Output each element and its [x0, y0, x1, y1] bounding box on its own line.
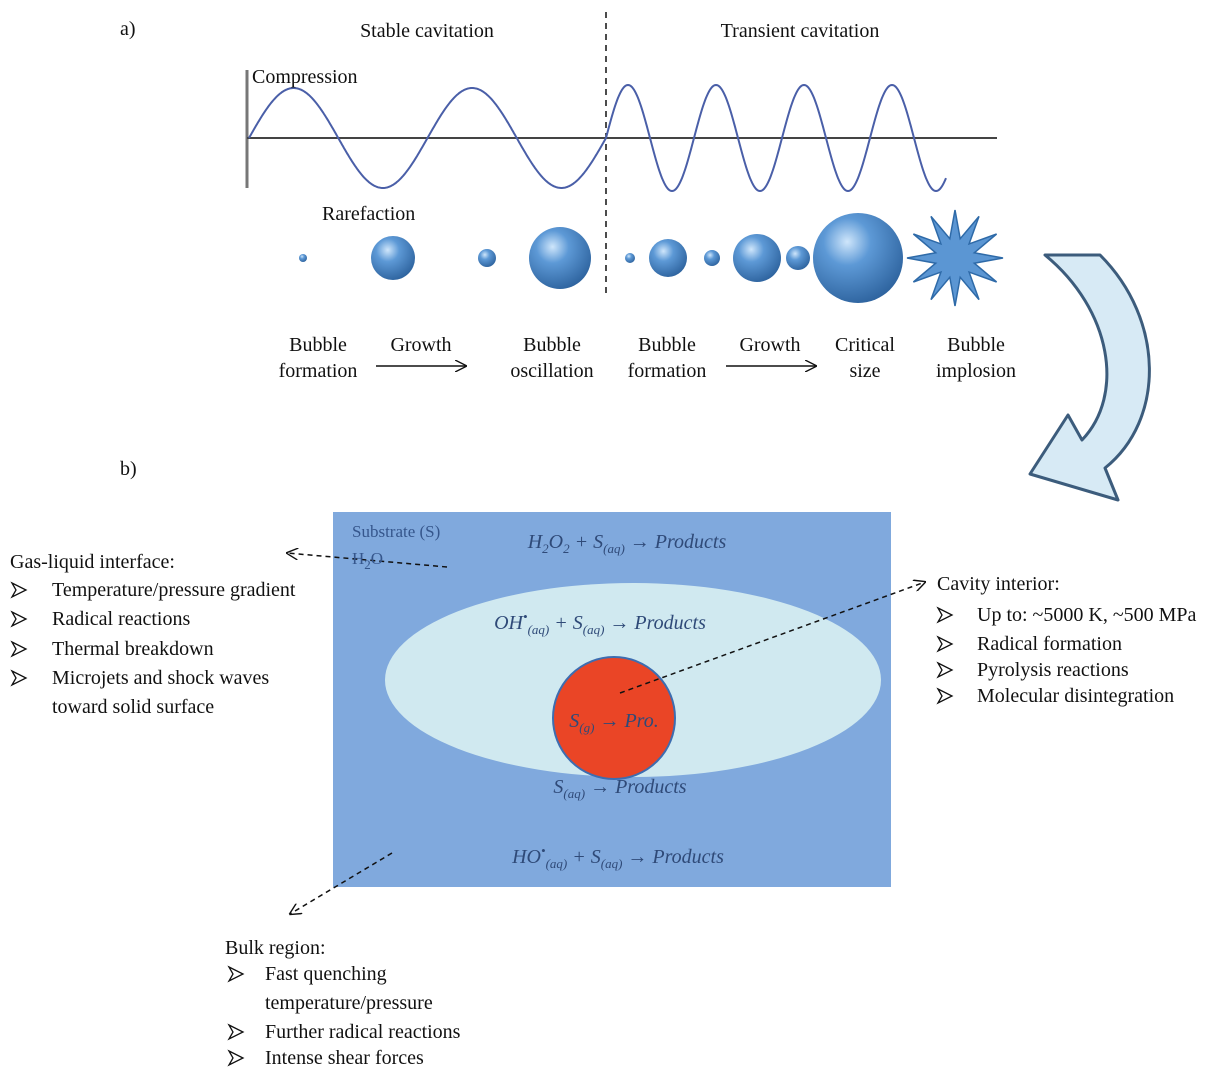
bubble [786, 246, 810, 270]
bubble [649, 239, 687, 277]
formula-part: → Products [585, 776, 687, 798]
formula-part: H [527, 531, 544, 553]
formula-part: O [549, 531, 563, 553]
formula-part: S [553, 776, 563, 798]
list-item: Molecular disintegration [977, 685, 1174, 707]
list-item: Thermal breakdown [52, 638, 214, 660]
bullet [936, 687, 954, 705]
stage-label: Critical [835, 334, 895, 356]
list-item: Temperature/pressure gradient [52, 579, 296, 601]
formula: OH•(aq) + S(aq) → Products [494, 609, 706, 637]
bullet [10, 640, 28, 658]
list-item: Up to: ~5000 K, ~500 MPa [977, 604, 1197, 626]
stage-label: Bubble [289, 334, 347, 356]
stage-label: formation [628, 360, 707, 382]
stage-label: Growth [390, 334, 451, 356]
bullet [936, 606, 954, 624]
formula-part: → Pro. [594, 710, 658, 732]
stage-label: implosion [936, 360, 1016, 382]
bullet [227, 1049, 245, 1067]
stage-label: oscillation [510, 360, 593, 382]
formula-part: 2 [563, 541, 570, 556]
formula: HO•(aq) + S(aq) → Products [511, 843, 724, 871]
formula-part: → Products [625, 531, 727, 553]
list-item: Radical formation [977, 633, 1122, 655]
bullet [10, 581, 28, 599]
list-item: temperature/pressure [265, 992, 433, 1014]
bubble [733, 234, 781, 282]
stage-label: Bubble [638, 334, 696, 356]
bullet [227, 965, 245, 983]
formula-part: (aq) [583, 622, 605, 637]
formula-part: • [541, 843, 546, 858]
bubble [299, 254, 307, 262]
formula-part: (aq) [563, 786, 585, 801]
flow-arrow [1028, 253, 1151, 502]
formula-part: HO [511, 846, 541, 868]
formula-part: (g) [579, 720, 594, 735]
formula-part: + S [549, 612, 583, 634]
stable-wave [248, 87, 607, 189]
cavity [552, 656, 676, 780]
bubble [704, 250, 720, 266]
wave-label: Compression [252, 66, 358, 88]
panel-label: b) [120, 458, 137, 480]
list-item: Pyrolysis reactions [977, 659, 1129, 681]
bullet [10, 610, 28, 628]
list-item: Further radical reactions [265, 1021, 461, 1043]
formula-part: O [371, 549, 383, 568]
bubble [529, 227, 591, 289]
formula-part: (aq) [603, 541, 625, 556]
formula-part: 2 [364, 557, 371, 572]
bubble [478, 249, 496, 267]
substrate-label: Substrate (S) [352, 522, 440, 541]
list-title: Cavity interior: [937, 573, 1060, 595]
list-item: Fast quenching [265, 963, 387, 985]
stage-label: Bubble [523, 334, 581, 356]
formula-part: + S [570, 531, 604, 553]
section-title: Transient cavitation [721, 20, 880, 42]
list-item: toward solid surface [52, 696, 214, 718]
bullet [10, 669, 28, 687]
list-item: Intense shear forces [265, 1047, 424, 1068]
stage-label: formation [279, 360, 358, 382]
formula-part: 2 [542, 541, 549, 556]
bubble [813, 213, 903, 303]
formula-part: (aq) [601, 856, 623, 871]
formula: H2O2 + S(aq) → Products [527, 531, 727, 556]
section-title: Stable cavitation [360, 20, 494, 42]
formula: S(g) → Pro. [569, 710, 658, 735]
list-item: Microjets and shock waves [52, 667, 269, 689]
stage-label: size [849, 360, 880, 382]
formula-part: S [569, 710, 579, 732]
bullet [936, 661, 954, 679]
formula: H2O [352, 549, 383, 572]
stage-label: Growth [739, 334, 800, 356]
transient-wave [605, 83, 947, 193]
bullet [227, 1023, 245, 1041]
formula-part: → Products [604, 612, 706, 634]
formula-part: + S [567, 846, 601, 868]
formula: S(aq) → Products [553, 776, 686, 801]
pointer [290, 852, 393, 914]
panel-label: a) [120, 18, 136, 40]
formula-part: → Products [622, 846, 724, 868]
formula-part: (aq) [528, 622, 550, 637]
bubble [371, 236, 415, 280]
list-title: Bulk region: [225, 937, 326, 959]
list-title: Gas-liquid interface: [10, 551, 175, 573]
formula-part: (aq) [546, 856, 568, 871]
list-item: Radical reactions [52, 608, 190, 630]
bubble [625, 253, 635, 263]
bullet [936, 635, 954, 653]
imploding-bubble [906, 209, 1004, 307]
stage-label: Bubble [947, 334, 1005, 356]
wave-label: Rarefaction [322, 203, 415, 225]
formula-part: OH [494, 612, 524, 634]
formula-part: • [523, 609, 528, 624]
formula-part: H [352, 549, 364, 568]
pointer [619, 582, 925, 694]
